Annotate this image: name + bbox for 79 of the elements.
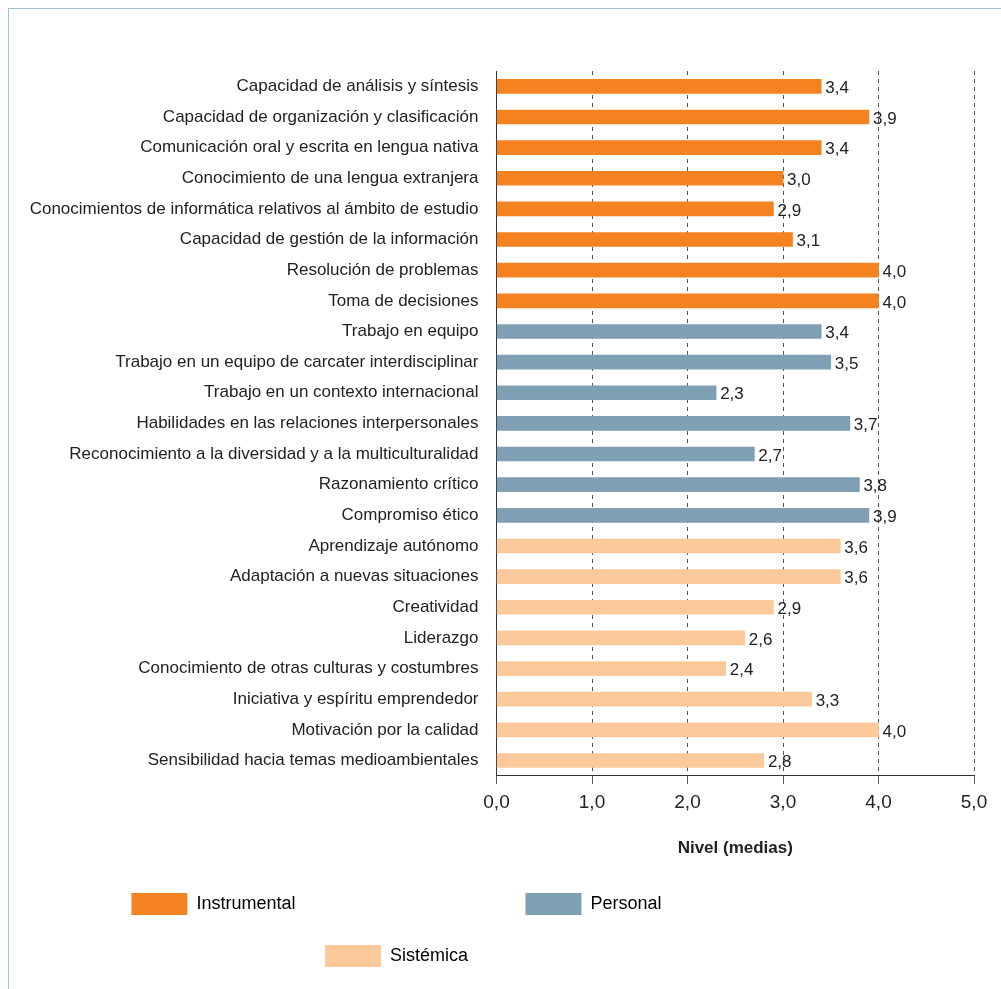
- bar: [496, 385, 717, 401]
- legend-label: Sistémica: [389, 944, 669, 965]
- bar: [496, 599, 774, 615]
- data-label: 2,8: [767, 752, 792, 772]
- y-tick-label: Sensibilidad hacia temas medioambientales: [147, 750, 479, 770]
- y-tick-label: Trabajo en un contexto internacional: [204, 382, 479, 402]
- data-label: 3,9: [872, 507, 897, 527]
- bar: [496, 109, 870, 125]
- x-tick-label: 2,0: [674, 791, 701, 813]
- bar: [496, 170, 784, 186]
- x-tick-label: 0,0: [483, 791, 510, 813]
- y-tick-label: Comunicación oral y escrita en lengua nativa: [140, 137, 480, 157]
- bar: [496, 508, 870, 523]
- x-tick-label: 5,0: [960, 791, 988, 813]
- data-label: 2,9: [777, 200, 802, 220]
- y-tick-label: Resolución de problemas: [286, 259, 479, 279]
- bar: [496, 661, 727, 676]
- data-label: 3,6: [844, 537, 868, 557]
- y-tick-label: Capacidad de organización y clasificación: [162, 106, 479, 126]
- data-label: 3,4: [825, 78, 849, 98]
- y-tick-label: Conocimientos de informática relativos al ámbito de estudio: [29, 198, 479, 218]
- y-tick-label: Compromiso ético: [341, 505, 479, 525]
- y-tick-label: Aprendizaje autónomo: [308, 535, 479, 555]
- data-label: 3,9: [872, 108, 897, 128]
- bar: [496, 722, 879, 738]
- bar: [496, 262, 879, 278]
- y-tick-label: Iniciativa y espíritu emprendedor: [232, 688, 479, 708]
- data-label: 3,4: [825, 323, 849, 343]
- data-label: 3,6: [844, 568, 868, 588]
- x-tick-label: 1,0: [578, 791, 606, 813]
- bar: [496, 416, 851, 431]
- y-tick-label: Liderazgo: [403, 627, 479, 647]
- y-tick-label: Conocimiento de otras culturas y costumbres: [138, 658, 479, 678]
- data-label: 2,6: [748, 629, 773, 649]
- data-label: 3,5: [834, 353, 859, 373]
- y-tick-label: Conocimiento de una lengua extranjera: [181, 167, 480, 187]
- data-label: 3,7: [853, 415, 878, 435]
- y-tick-label: Creatividad: [392, 596, 479, 616]
- data-label: 4,0: [882, 721, 907, 741]
- bar: [496, 446, 755, 462]
- data-label: 3,1: [796, 231, 821, 251]
- data-label: 4,0: [882, 261, 907, 281]
- y-tick-label: Trabajo en un equipo de carcater interdisciplinar: [115, 351, 479, 371]
- y-tick-label: Motivación por la calidad: [291, 719, 479, 739]
- x-tick-label: 3,0: [769, 791, 797, 813]
- bar: [496, 201, 774, 217]
- y-tick-label: Capacidad de análisis y síntesis: [236, 76, 479, 96]
- bar: [496, 477, 860, 493]
- data-label: 3,8: [863, 476, 888, 496]
- legend-label: Instrumental: [196, 892, 496, 913]
- bar: [496, 354, 832, 370]
- y-tick-label: Razonamiento crítico: [318, 474, 479, 494]
- y-tick-label: Reconocimiento a la diversidad y a la multiculturalidad: [69, 443, 479, 463]
- y-tick-label: Capacidad de gestión de la información: [179, 229, 479, 249]
- x-axis-title: Nivel (medias): [677, 838, 793, 858]
- data-label: 2,4: [729, 660, 754, 680]
- data-label: 3,3: [815, 690, 840, 710]
- bar: [496, 140, 822, 155]
- bar: [496, 630, 746, 646]
- data-label: 3,0: [787, 169, 811, 189]
- data-label: 4,0: [882, 292, 907, 312]
- bar: [496, 691, 812, 707]
- bar: [496, 293, 879, 309]
- x-tick-label: 4,0: [865, 791, 892, 813]
- data-label: 2,9: [777, 598, 802, 618]
- y-tick-label: Toma de decisiones: [328, 290, 479, 310]
- bar: [496, 753, 765, 768]
- data-label: 3,4: [825, 139, 849, 159]
- bar: [496, 78, 822, 94]
- bar: [496, 569, 841, 584]
- y-tick-label: Adaptación a nuevas situaciones: [229, 566, 479, 586]
- bar: [496, 324, 822, 339]
- data-label: 2,3: [720, 384, 744, 404]
- bar: [496, 232, 793, 247]
- y-tick-label: Trabajo en equipo: [342, 321, 479, 341]
- data-label: 2,7: [758, 445, 782, 465]
- y-tick-label: Habilidades en las relaciones interpersonales: [136, 413, 479, 433]
- legend-label: Personal: [590, 892, 862, 913]
- bar: [496, 538, 841, 554]
